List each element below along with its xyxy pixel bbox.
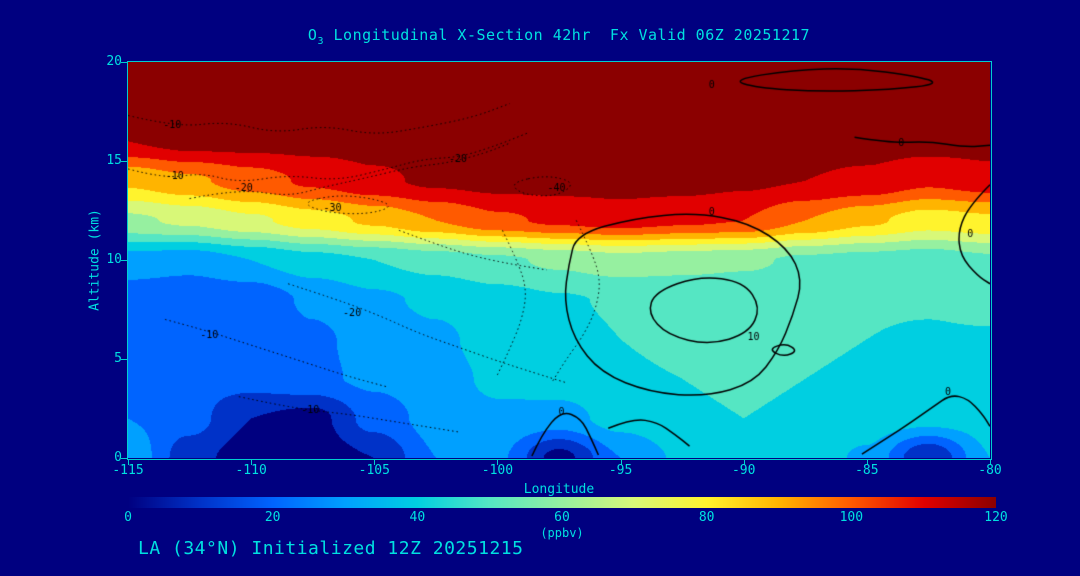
x-axis-tick: [128, 459, 129, 465]
colorbar-tick-label: 60: [554, 510, 570, 525]
x-axis-tick: [251, 459, 253, 465]
x-axis-tick: [866, 459, 868, 465]
x-tick-label: -100: [481, 463, 514, 478]
x-tick-label: -95: [608, 463, 633, 478]
y-tick-label: 10: [106, 252, 122, 267]
colorbar-tick-label: 100: [839, 510, 864, 525]
x-tick-label: -115: [112, 463, 144, 478]
y-tick-label: 15: [106, 153, 122, 168]
x-tick-label: -85: [855, 463, 879, 478]
x-axis-label: Longitude: [523, 482, 595, 497]
x-axis-tick: [743, 459, 745, 465]
x-tick-label: -110: [235, 463, 267, 478]
x-tick-label: -80: [978, 463, 1002, 478]
x-tick-label: -105: [358, 463, 390, 478]
colorbar-tick-label: 20: [264, 510, 281, 525]
y-axis-tick: [121, 62, 127, 63]
y-axis-tick: [121, 359, 127, 360]
y-axis-tick: [121, 260, 127, 261]
y-tick-label: 5: [114, 351, 122, 366]
colorbar-units: (ppbv): [540, 526, 584, 540]
colorbar-tick-label: 120: [984, 510, 1008, 525]
y-axis-tick: [121, 458, 127, 459]
colorbar: [128, 497, 996, 508]
ozone-field-canvas: [128, 62, 990, 458]
x-axis-tick: [620, 459, 622, 465]
y-tick-label: 0: [114, 450, 122, 465]
x-axis-tick: [374, 459, 376, 465]
colorbar-tick-label: 80: [698, 510, 715, 525]
colorbar-tick-label: 40: [409, 510, 426, 525]
chart-title-prefix: O: [307, 26, 318, 44]
chart-title-rest: Longitudinal X-Section 42hr Fx Valid 06Z…: [323, 26, 811, 44]
x-axis-tick: [497, 459, 499, 465]
x-tick-label: -90: [731, 463, 756, 478]
footer-annotation: LA (34°N) Initialized 12Z 20251215: [138, 538, 524, 559]
colorbar-tick-label: 0: [124, 510, 132, 525]
chart-title: O3 Longitudinal X-Section 42hr Fx Valid …: [128, 26, 990, 47]
x-axis-tick: [990, 459, 991, 465]
chart-title-subscript: 3: [317, 36, 324, 47]
y-axis-tick: [121, 161, 127, 162]
y-tick-label: 20: [106, 54, 122, 69]
